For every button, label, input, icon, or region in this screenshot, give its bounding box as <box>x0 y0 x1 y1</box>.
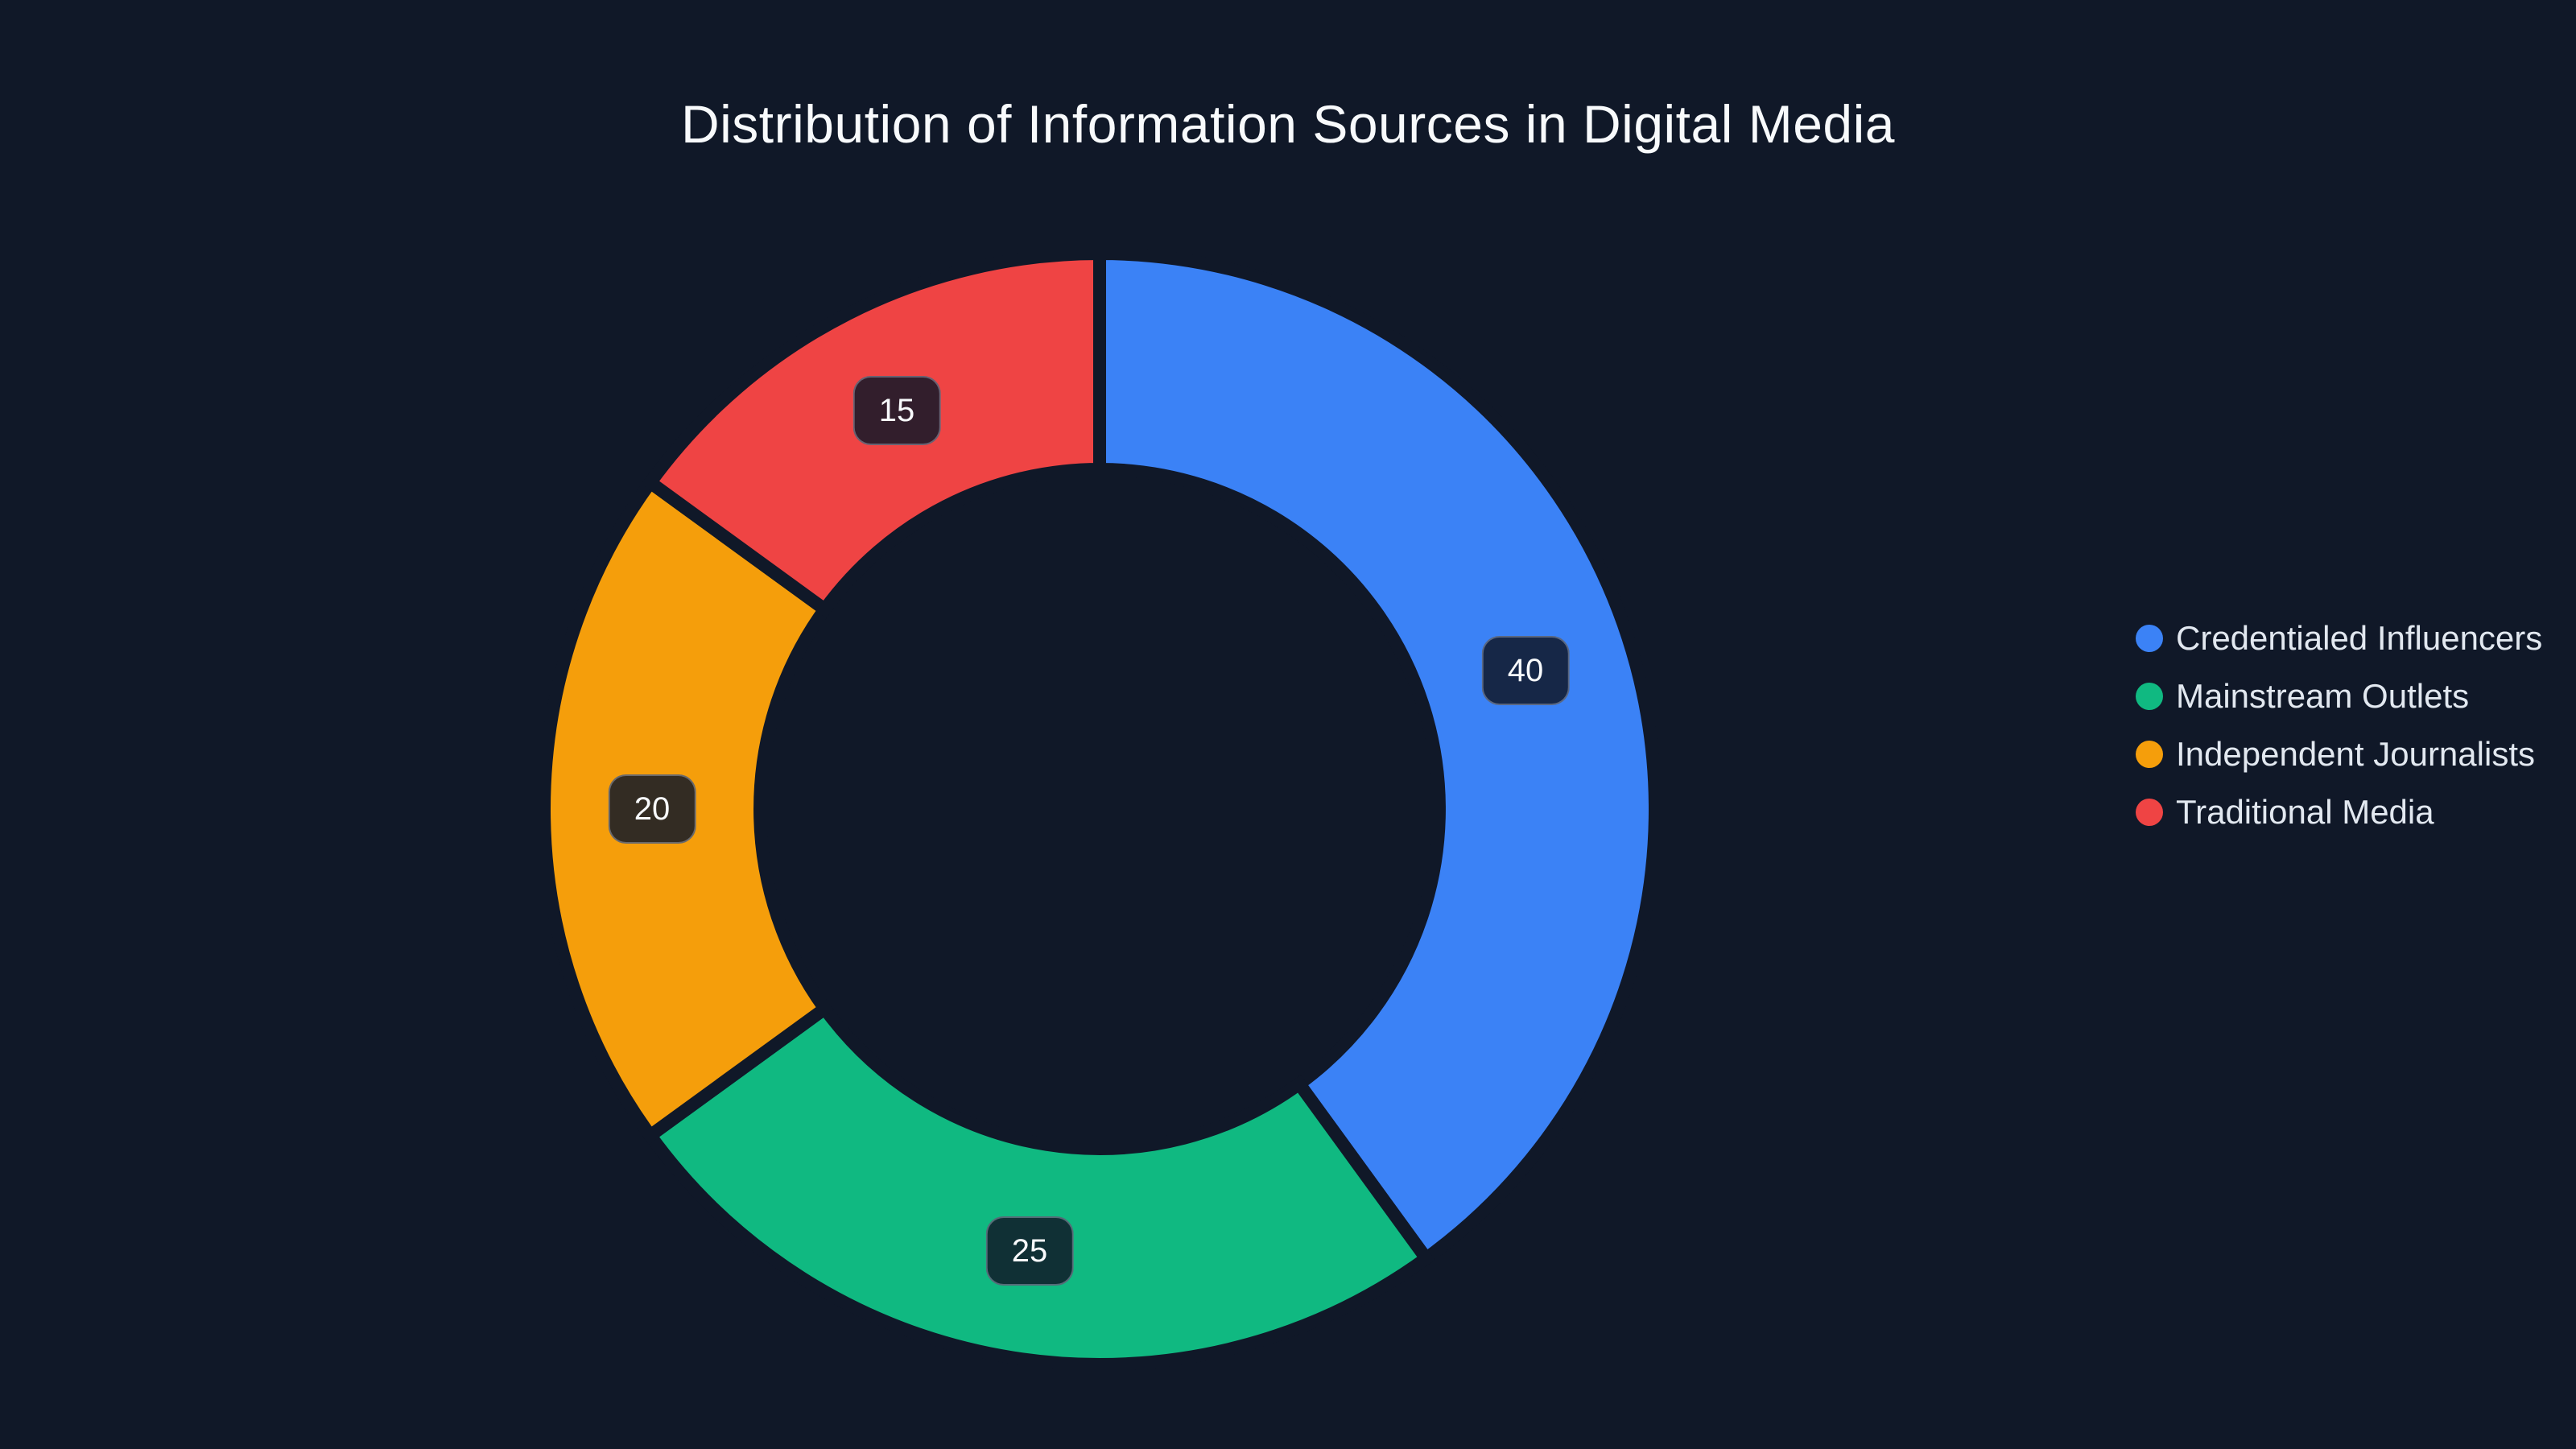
slice-value-label-independent-journalists: 20 <box>608 774 696 844</box>
slice-value-label-traditional-media: 15 <box>852 376 941 445</box>
legend-item-credentialed-influencers[interactable]: Credentialed Influencers <box>2136 609 2542 667</box>
legend-swatch-icon <box>2136 799 2163 826</box>
legend-label: Independent Journalists <box>2176 735 2535 773</box>
legend-label: Credentialed Influencers <box>2176 619 2543 657</box>
legend-item-independent-journalists[interactable]: Independent Journalists <box>2136 725 2542 783</box>
slice-value-label-credentialed-influencers: 40 <box>1481 636 1570 705</box>
legend-swatch-icon <box>2136 625 2163 652</box>
pie-slice-credentialed-influencers[interactable] <box>1093 246 1662 1268</box>
slice-value-label-mainstream-outlets: 25 <box>985 1216 1074 1286</box>
legend-label: Traditional Media <box>2176 793 2434 831</box>
legend-item-mainstream-outlets[interactable]: Mainstream Outlets <box>2136 667 2542 725</box>
legend: Credentialed Influencers Mainstream Outle… <box>2136 609 2542 841</box>
legend-swatch-icon <box>2136 683 2163 710</box>
legend-swatch-icon <box>2136 741 2163 768</box>
chart-title: Distribution of Information Sources in D… <box>680 94 1895 154</box>
legend-label: Mainstream Outlets <box>2176 677 2470 715</box>
legend-item-traditional-media[interactable]: Traditional Media <box>2136 783 2542 841</box>
pie-slice-mainstream-outlets[interactable] <box>641 999 1435 1371</box>
